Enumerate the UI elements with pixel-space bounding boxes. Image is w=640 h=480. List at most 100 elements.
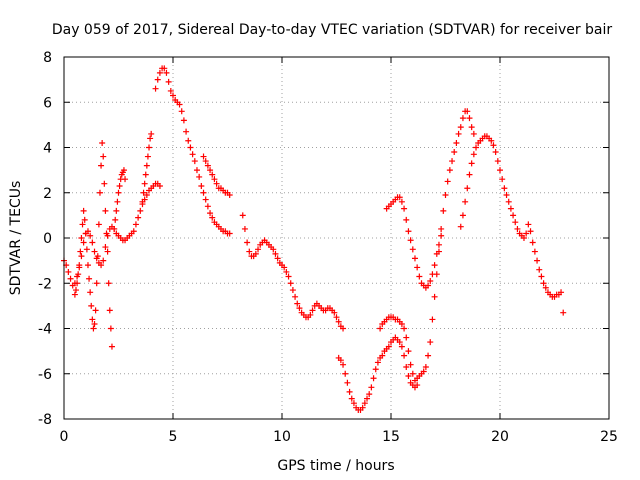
data-point [120, 167, 127, 174]
data-point [409, 246, 416, 253]
data-point [202, 158, 209, 165]
data-point [361, 400, 368, 407]
data-point [372, 366, 379, 373]
data-point [213, 180, 220, 187]
data-point [359, 404, 366, 411]
data-point [396, 194, 403, 201]
series-track-g [335, 334, 418, 413]
data-point [542, 284, 549, 291]
data-point [209, 171, 216, 178]
data-point [78, 235, 85, 241]
data-point [191, 158, 198, 165]
data-point [525, 221, 532, 228]
data-point [348, 395, 355, 402]
data-point [274, 255, 281, 262]
data-point [346, 388, 353, 395]
data-point [107, 325, 114, 332]
data-point [71, 291, 78, 298]
data-point [89, 316, 96, 323]
data-point [130, 228, 137, 235]
data-point [523, 230, 530, 237]
data-point [292, 293, 299, 300]
data-point [198, 182, 205, 189]
data-point [420, 368, 427, 375]
y-tick-label: -8 [38, 412, 52, 428]
data-point [510, 212, 517, 219]
data-point [457, 124, 464, 131]
data-point [89, 239, 96, 246]
data-point [84, 262, 91, 269]
data-point [87, 289, 94, 296]
data-point [331, 309, 338, 316]
data-point [108, 343, 115, 350]
data-point [427, 277, 434, 284]
data-point [425, 282, 432, 289]
data-point [429, 316, 436, 323]
chart-title: Day 059 of 2017, Sidereal Day-to-day VTE… [52, 22, 613, 38]
data-point [540, 280, 547, 287]
data-point [414, 264, 421, 271]
data-point [377, 325, 384, 332]
data-point [91, 248, 98, 255]
data-point [114, 198, 121, 205]
data-point [93, 280, 100, 287]
data-point [464, 108, 471, 115]
data-point [140, 189, 147, 196]
data-point [505, 198, 512, 205]
data-point [431, 262, 438, 269]
series-track-c [111, 130, 155, 232]
data-point [446, 167, 453, 174]
series-track-j [414, 108, 477, 382]
data-point [102, 207, 109, 214]
data-point [135, 214, 142, 221]
data-point [99, 139, 106, 146]
data-point [143, 192, 150, 199]
data-point [449, 158, 456, 165]
data-point [340, 361, 347, 368]
data-point [405, 373, 412, 380]
data-point [466, 115, 473, 122]
data-point [163, 69, 170, 76]
data-point [422, 363, 429, 370]
data-point [427, 339, 434, 346]
data-point [403, 334, 410, 341]
data-point [309, 307, 316, 314]
y-tick-label: -4 [38, 322, 52, 338]
x-tick-label: 5 [169, 429, 178, 445]
data-point [431, 293, 438, 300]
data-point [122, 176, 129, 183]
data-point [167, 87, 174, 94]
data-point [74, 280, 81, 287]
data-point [82, 230, 89, 237]
series-track-b [71, 139, 115, 350]
data-point [503, 192, 510, 199]
data-point [100, 257, 107, 264]
data-point [468, 160, 475, 167]
data-point [226, 230, 233, 237]
y-tick-label: -6 [38, 367, 52, 383]
data-point [204, 162, 211, 169]
data-point [350, 400, 357, 407]
data-point [340, 325, 347, 332]
data-point [366, 391, 373, 398]
data-point [91, 320, 98, 327]
data-point [152, 85, 159, 92]
data-point [185, 137, 192, 144]
data-point [385, 343, 392, 350]
series-track-a [61, 180, 163, 289]
data-point [200, 153, 207, 160]
data-point [492, 149, 499, 156]
data-point [294, 300, 301, 307]
data-point [534, 257, 541, 264]
data-point [398, 198, 405, 205]
data-point [560, 309, 567, 316]
y-tick-label: -2 [38, 276, 52, 292]
data-point [67, 275, 74, 282]
data-point [244, 239, 251, 246]
data-point [457, 223, 464, 230]
data-point [183, 128, 190, 135]
data-point [72, 287, 79, 294]
data-point [77, 248, 84, 255]
data-point [512, 219, 519, 226]
data-point [161, 65, 168, 72]
